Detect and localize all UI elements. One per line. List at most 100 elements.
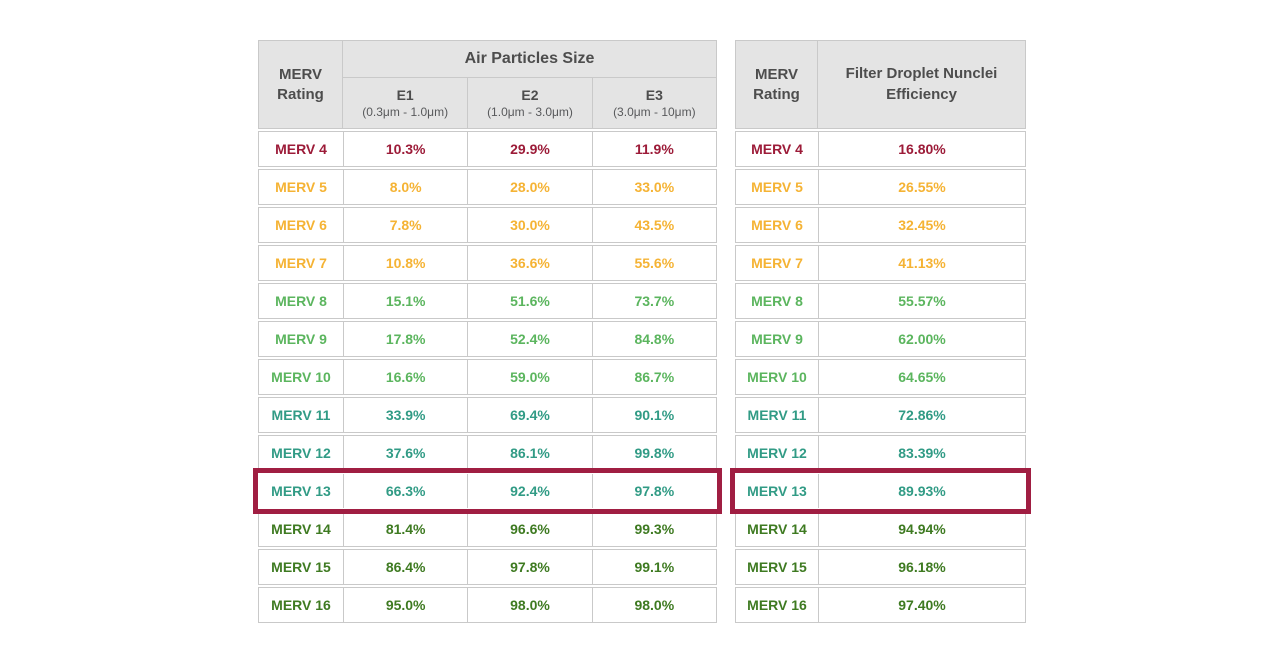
merv-label: MERV 12: [271, 445, 331, 461]
merv-label: MERV 11: [271, 407, 331, 423]
merv-label: MERV 9: [751, 331, 803, 347]
e1-column-header: E1 (0.3μm - 1.0μm): [343, 78, 467, 128]
filter-droplet-efficiency-table: MERV Rating Filter Droplet Nunclei Effic…: [735, 40, 1026, 623]
merv-tables-wrapper: MERV Rating Air Particles Size E1 (0.3μm…: [258, 40, 1026, 623]
efficiency-value: 89.93%: [818, 474, 1025, 508]
merv-label: MERV 7: [275, 255, 327, 271]
e3-size-range: (3.0μm - 10μm): [613, 105, 696, 119]
merv-label: MERV 15: [747, 559, 807, 575]
efficiency-value: 52.4%: [467, 322, 591, 356]
efficiency-value: 99.1%: [591, 550, 716, 584]
merv-label: MERV 8: [751, 293, 803, 309]
table-row-merv-8: MERV 8 55.57%: [735, 283, 1026, 319]
efficiency-value: 98.0%: [591, 588, 716, 622]
efficiency-value: 96.6%: [467, 512, 591, 546]
table-row-merv-14: MERV 14 81.4% 96.6% 99.3%: [258, 511, 717, 547]
merv-label: MERV 14: [747, 521, 807, 537]
efficiency-value: 16.80%: [818, 132, 1025, 166]
e2-column-header: E2 (1.0μm - 3.0μm): [467, 78, 591, 128]
droplet-efficiency-table-header: MERV Rating Filter Droplet Nunclei Effic…: [735, 40, 1026, 129]
efficiency-value: 43.5%: [591, 208, 716, 242]
efficiency-value: 90.1%: [591, 398, 716, 432]
table-row-merv-12: MERV 12 37.6% 86.1% 99.8%: [258, 435, 717, 471]
table-row-merv-15: MERV 15 96.18%: [735, 549, 1026, 585]
merv-rating-column-header: MERV Rating: [736, 41, 818, 128]
efficiency-value: 95.0%: [343, 588, 467, 622]
efficiency-value: 36.6%: [467, 246, 591, 280]
table-row-merv-11: MERV 11 33.9% 69.4% 90.1%: [258, 397, 717, 433]
efficiency-value: 86.7%: [591, 360, 716, 394]
air-particles-size-table: MERV Rating Air Particles Size E1 (0.3μm…: [258, 40, 717, 623]
air-particles-table-header: MERV Rating Air Particles Size E1 (0.3μm…: [258, 40, 717, 129]
e3-label: E3: [645, 87, 663, 103]
efficiency-value: 41.13%: [818, 246, 1025, 280]
table-row-merv-16: MERV 16 97.40%: [735, 587, 1026, 623]
efficiency-value: 29.9%: [467, 132, 591, 166]
table-row-merv-14: MERV 14 94.94%: [735, 511, 1026, 547]
table-row-merv-11: MERV 11 72.86%: [735, 397, 1026, 433]
efficiency-value: 8.0%: [343, 170, 467, 204]
droplet-efficiency-column-header: Filter Droplet Nunclei Efficiency: [845, 65, 998, 103]
merv-label: MERV 15: [271, 559, 331, 575]
efficiency-value: 96.18%: [818, 550, 1025, 584]
efficiency-value: 51.6%: [467, 284, 591, 318]
efficiency-value: 92.4%: [467, 474, 591, 508]
efficiency-value: 62.00%: [818, 322, 1025, 356]
table-row-merv-6: MERV 6 32.45%: [735, 207, 1026, 243]
efficiency-value: 73.7%: [591, 284, 716, 318]
efficiency-value: 99.8%: [591, 436, 716, 470]
merv-label: MERV 6: [275, 217, 327, 233]
efficiency-value: 15.1%: [343, 284, 467, 318]
table-row-merv-16: MERV 16 95.0% 98.0% 98.0%: [258, 587, 717, 623]
merv-label: MERV 4: [751, 141, 803, 157]
efficiency-value: 37.6%: [343, 436, 467, 470]
efficiency-value: 97.40%: [818, 588, 1025, 622]
efficiency-value: 94.94%: [818, 512, 1025, 546]
merv-label: MERV 5: [275, 179, 327, 195]
table-row-merv-12: MERV 12 83.39%: [735, 435, 1026, 471]
table-row-merv-4: MERV 4 10.3% 29.9% 11.9%: [258, 131, 717, 167]
efficiency-value: 97.8%: [591, 474, 716, 508]
merv-label: MERV 9: [275, 331, 327, 347]
e3-column-header: E3 (3.0μm - 10μm): [591, 78, 716, 128]
merv-label: MERV 13: [747, 483, 807, 499]
efficiency-value: 72.86%: [818, 398, 1025, 432]
droplet-efficiency-table-body: MERV 4 16.80% MERV 5 26.55% MERV 6 32.45% MERV…: [735, 131, 1026, 623]
efficiency-value: 86.1%: [467, 436, 591, 470]
e1-label: E1: [396, 87, 414, 103]
efficiency-value: 26.55%: [818, 170, 1025, 204]
merv-label: MERV 5: [751, 179, 803, 195]
efficiency-value: 10.3%: [343, 132, 467, 166]
efficiency-value: 86.4%: [343, 550, 467, 584]
efficiency-value: 16.6%: [343, 360, 467, 394]
efficiency-value: 84.8%: [591, 322, 716, 356]
merv-label: MERV 16: [747, 597, 807, 613]
table-row-merv-10: MERV 10 16.6% 59.0% 86.7%: [258, 359, 717, 395]
efficiency-value: 98.0%: [467, 588, 591, 622]
efficiency-value: 11.9%: [591, 132, 716, 166]
efficiency-value: 55.57%: [818, 284, 1025, 318]
merv-label: MERV 11: [747, 407, 807, 423]
merv-label: MERV 13: [271, 483, 331, 499]
table-row-merv-10: MERV 10 64.65%: [735, 359, 1026, 395]
table-row-merv-15: MERV 15 86.4% 97.8% 99.1%: [258, 549, 717, 585]
merv-label: MERV 16: [271, 597, 331, 613]
efficiency-value: 69.4%: [467, 398, 591, 432]
efficiency-value: 64.65%: [818, 360, 1025, 394]
merv-label: MERV 7: [751, 255, 803, 271]
e2-size-range: (1.0μm - 3.0μm): [487, 105, 573, 119]
table-row-merv-5: MERV 5 8.0% 28.0% 33.0%: [258, 169, 717, 205]
efficiency-value: 32.45%: [818, 208, 1025, 242]
efficiency-value: 97.8%: [467, 550, 591, 584]
table-row-merv-13: MERV 13 89.93%: [735, 473, 1026, 509]
efficiency-value: 59.0%: [467, 360, 591, 394]
merv-label: MERV 10: [747, 369, 807, 385]
efficiency-value: 55.6%: [591, 246, 716, 280]
table-row-merv-6: MERV 6 7.8% 30.0% 43.5%: [258, 207, 717, 243]
air-particles-table-body: MERV 4 10.3% 29.9% 11.9% MERV 5 8.0% 28.0% 33.0…: [258, 131, 717, 623]
efficiency-value: 66.3%: [343, 474, 467, 508]
efficiency-value: 33.9%: [343, 398, 467, 432]
e1-size-range: (0.3μm - 1.0μm): [362, 105, 449, 119]
table-row-merv-4: MERV 4 16.80%: [735, 131, 1026, 167]
